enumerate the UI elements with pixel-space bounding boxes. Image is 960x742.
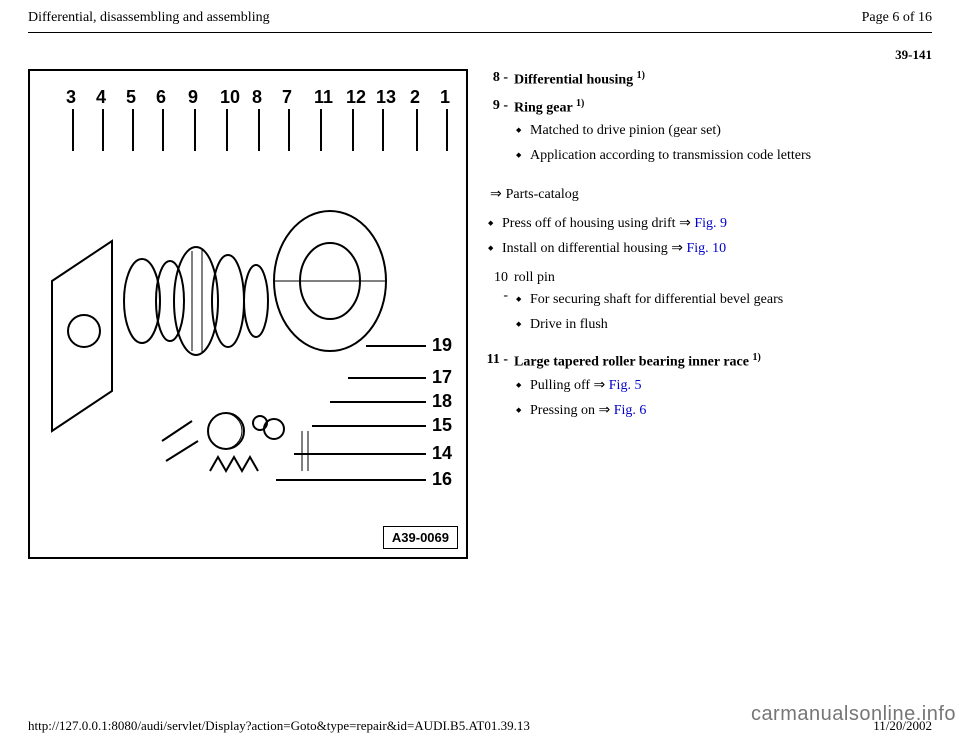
bullet: Drive in flush [514, 316, 932, 335]
callout-6: 6 [156, 87, 166, 108]
page-title: Differential, disassembling and assembli… [28, 10, 270, 26]
callout-10: 10 [220, 87, 240, 108]
bullet: Matched to drive pinion (gear set) [514, 122, 932, 141]
callout-13: 13 [376, 87, 396, 108]
bullet: Install on differential housing ⇒ Fig. 1… [486, 240, 932, 259]
footnote-ref: 1) [576, 98, 584, 109]
page-of: Page 6 of 16 [862, 10, 932, 26]
callout-2: 2 [410, 87, 420, 108]
item-number: 9 - [486, 97, 514, 176]
callout-5: 5 [126, 87, 136, 108]
callout-14: 14 [432, 443, 452, 464]
list-item: 10 -roll pin For securing shaft for diffe… [486, 269, 932, 346]
item-number: 8 - [486, 69, 514, 91]
parts-list: 8 -Differential housing 1)9 -Ring gear 1… [486, 69, 932, 559]
item-title: Ring gear [514, 100, 576, 115]
header-divider [28, 32, 932, 33]
callout-4: 4 [96, 87, 106, 108]
footer-date: 11/20/2002 [873, 718, 932, 734]
footnote-ref: 1) [752, 352, 760, 363]
list-item: 8 -Differential housing 1) [486, 69, 932, 91]
item-number: 10 - [486, 269, 514, 346]
callout-7: 7 [282, 87, 292, 108]
figure-link[interactable]: Fig. 5 [609, 378, 642, 393]
callout-11: 11 [314, 87, 333, 108]
list-item: 11 -Large tapered roller bearing inner r… [486, 351, 932, 430]
callout-3: 3 [66, 87, 76, 108]
item-title: Large tapered roller bearing inner race [514, 355, 752, 370]
diagram-illustration [42, 131, 402, 491]
footnote-ref: 1) [637, 70, 645, 81]
callout-19: 19 [432, 335, 452, 356]
bullet: Pressing on ⇒ Fig. 6 [514, 402, 932, 421]
bullet: Application according to transmission co… [514, 147, 932, 166]
callout-18: 18 [432, 391, 452, 412]
exploded-diagram: A39-0069 3456 9 10 87 11 12 13 21 19 17 18 15 14 16 [28, 69, 468, 559]
callout-8: 8 [252, 87, 262, 108]
page-code: 39-141 [0, 47, 960, 63]
figure-link[interactable]: Fig. 6 [614, 403, 647, 418]
callout-9: 9 [188, 87, 198, 108]
figure-link[interactable]: Fig. 10 [687, 241, 727, 256]
item-title: roll pin [514, 270, 555, 285]
callout-17: 17 [432, 367, 452, 388]
figure-code: A39-0069 [383, 526, 458, 549]
parts-catalog-link[interactable]: Parts-catalog [490, 184, 932, 205]
bullet: For securing shaft for differential beve… [514, 291, 932, 310]
figure-link[interactable]: Fig. 9 [694, 216, 727, 231]
callout-15: 15 [432, 415, 452, 436]
callout-12: 12 [346, 87, 366, 108]
item-number: 11 - [486, 351, 514, 430]
item-title: Differential housing [514, 73, 637, 88]
bullet: Pulling off ⇒ Fig. 5 [514, 377, 932, 396]
list-item: 9 -Ring gear 1) Matched to drive pinion (… [486, 97, 932, 176]
footer-url: http://127.0.0.1:8080/audi/servlet/Displ… [28, 718, 530, 734]
callout-1: 1 [440, 87, 450, 108]
callout-16: 16 [432, 469, 452, 490]
bullet: Press off of housing using drift ⇒ Fig. … [486, 215, 932, 234]
